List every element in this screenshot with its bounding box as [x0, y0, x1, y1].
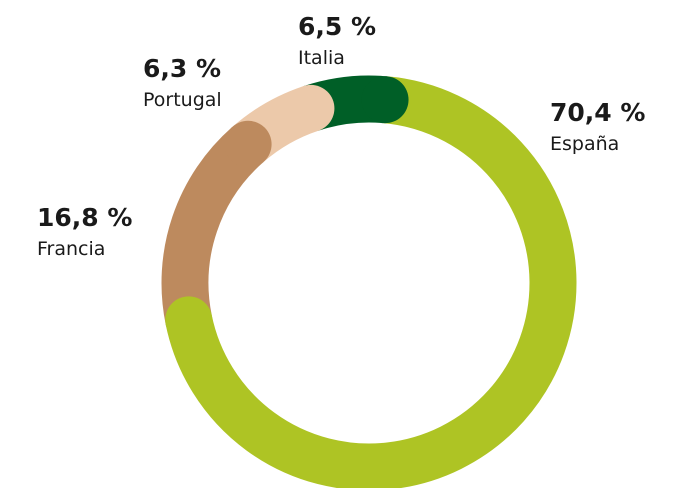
category-label: Francia — [37, 238, 105, 260]
segment-cap — [165, 296, 213, 344]
category-label: España — [550, 133, 619, 155]
category-label: Italia — [298, 47, 345, 69]
value-label: 16,8 % — [37, 203, 132, 232]
segment-cap — [287, 84, 335, 132]
segment-cap — [361, 76, 409, 124]
value-label: 70,4 % — [550, 98, 645, 127]
segment — [161, 126, 264, 325]
segment — [165, 76, 577, 488]
value-label: 6,3 % — [143, 54, 221, 83]
category-label: Portugal — [143, 89, 222, 111]
segment-cap — [224, 120, 272, 168]
value-label: 6,5 % — [298, 12, 376, 41]
